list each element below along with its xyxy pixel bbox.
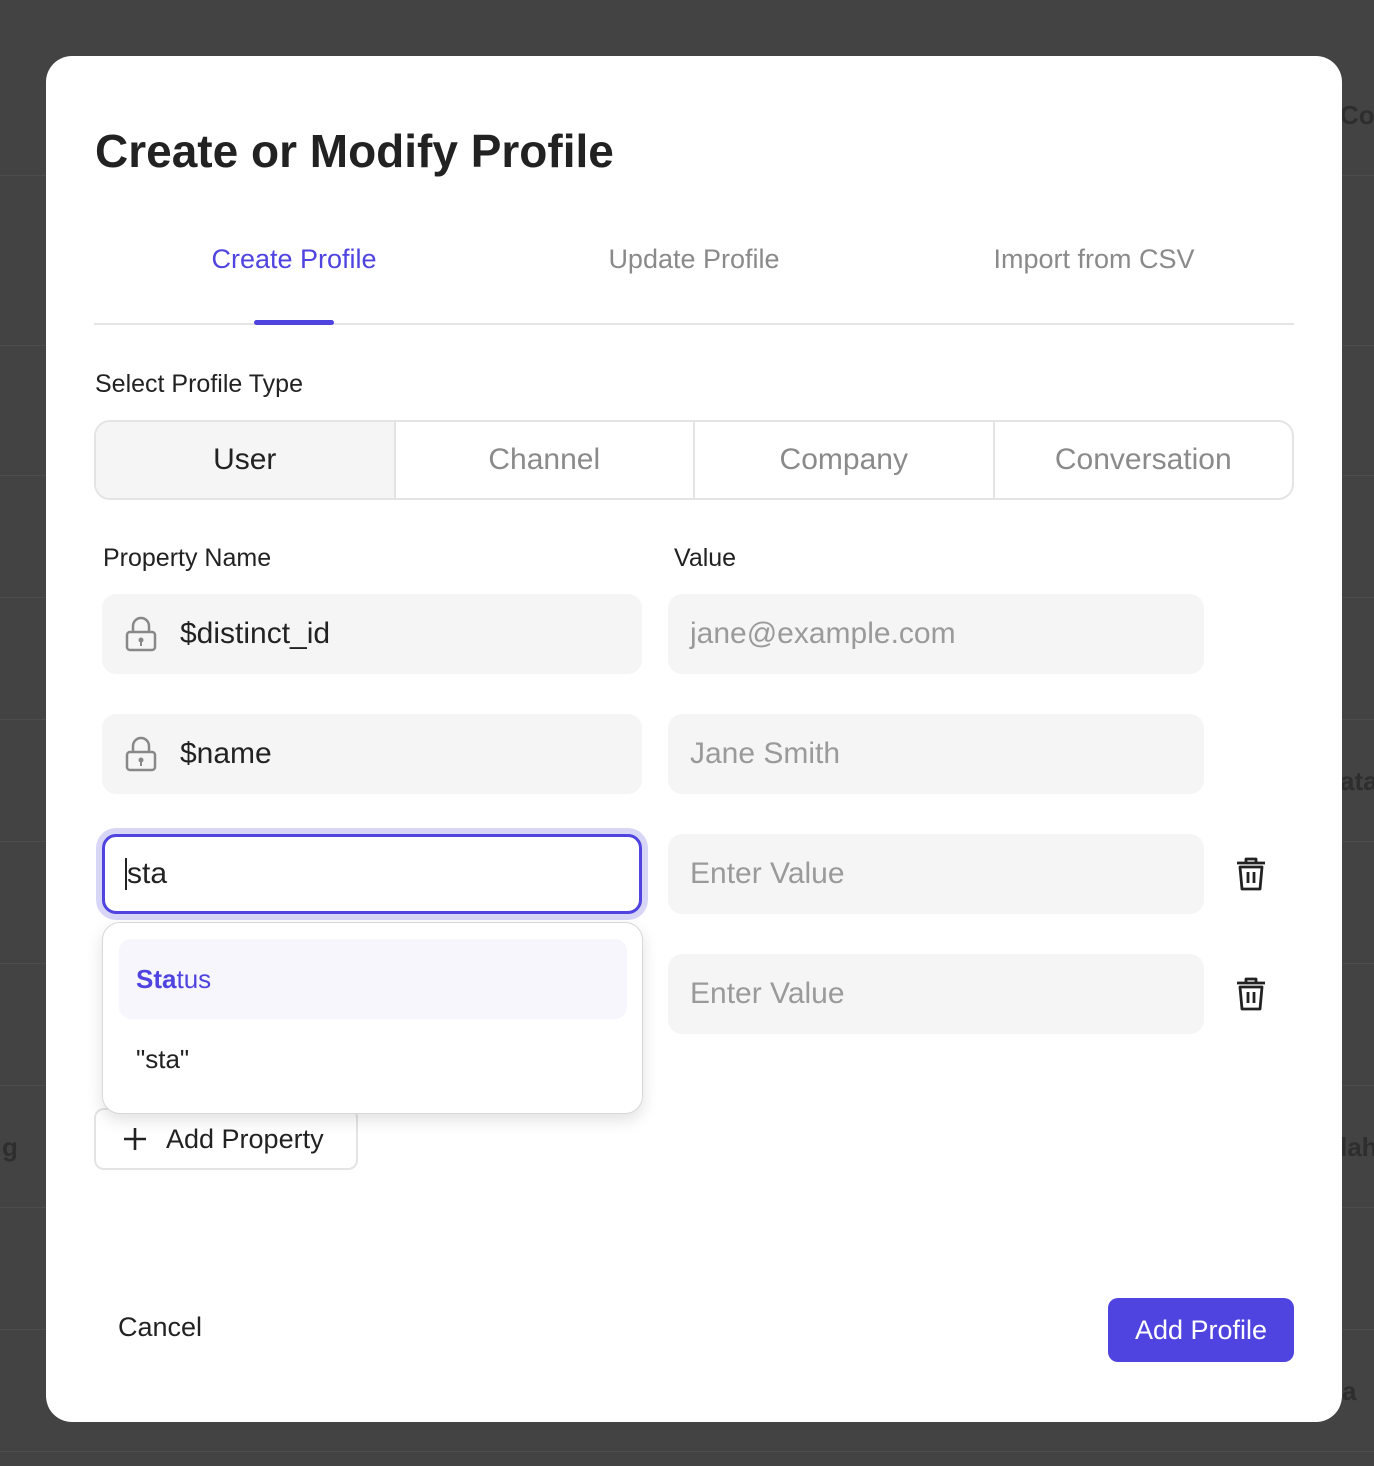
tab-create-profile[interactable]: Create Profile [211, 244, 377, 274]
type-conversation[interactable]: Conversation [992, 422, 1293, 498]
add-profile-button[interactable]: Add Profile [1108, 1298, 1294, 1362]
value-placeholder: Enter Value [690, 977, 845, 1010]
lock-icon [125, 736, 157, 772]
value-input[interactable]: Enter Value [668, 954, 1204, 1034]
value-placeholder: jane@example.com [690, 617, 956, 650]
background-text: lah [1340, 1132, 1374, 1162]
value-header: Value [674, 544, 737, 572]
suggestion-custom[interactable]: "sta" [136, 1043, 190, 1074]
create-profile-modal: Create or Modify Profile Create Profile … [46, 56, 1342, 1422]
property-name: $distinct_id [180, 617, 331, 650]
value-placeholder: Enter Value [690, 857, 845, 890]
value-placeholder: Jane Smith [690, 737, 841, 770]
property-name-input[interactable]: sta [102, 834, 642, 914]
value-input[interactable]: Enter Value [668, 834, 1204, 914]
property-name-header: Property Name [103, 544, 272, 572]
text-caret [125, 858, 127, 890]
tab-update-profile[interactable]: Update Profile [608, 244, 780, 274]
tab-import-csv[interactable]: Import from CSV [993, 244, 1195, 274]
type-user[interactable]: User [96, 422, 394, 498]
background-text: ata [1340, 766, 1374, 796]
profile-type-label: Select Profile Type [95, 370, 303, 398]
tab-bar: Create Profile Update Profile Import fro… [94, 236, 1294, 325]
suggestion-status[interactable]: Sta tus [119, 939, 627, 1019]
property-name-field: $name [102, 714, 642, 794]
active-tab-indicator [254, 320, 334, 325]
add-property-label: Add Property [166, 1123, 324, 1154]
value-input[interactable]: jane@example.com [668, 594, 1204, 674]
value-input[interactable]: Jane Smith [668, 714, 1204, 794]
trash-icon[interactable] [1234, 856, 1268, 892]
property-name-input-value: sta [127, 857, 168, 890]
add-property-button[interactable]: Add Property [94, 1108, 358, 1170]
background-text: g [2, 1132, 18, 1162]
property-suggestions-dropdown: Sta tus "sta" [102, 922, 643, 1114]
suggestion-match: Sta [136, 963, 177, 994]
background-text: a [1342, 1376, 1357, 1406]
type-company[interactable]: Company [693, 422, 993, 498]
property-name: $name [180, 737, 272, 770]
plus-icon [124, 1128, 146, 1150]
property-name-field: $distinct_id [102, 594, 642, 674]
cancel-button[interactable]: Cancel [118, 1312, 203, 1342]
profile-type-selector: User Channel Company Conversation [94, 420, 1294, 500]
trash-icon[interactable] [1234, 976, 1268, 1012]
type-channel[interactable]: Channel [393, 422, 694, 498]
modal-title: Create or Modify Profile [95, 125, 614, 177]
lock-icon [125, 616, 157, 652]
suggestion-rest: tus [176, 963, 212, 994]
background-text: Col [1340, 100, 1374, 130]
